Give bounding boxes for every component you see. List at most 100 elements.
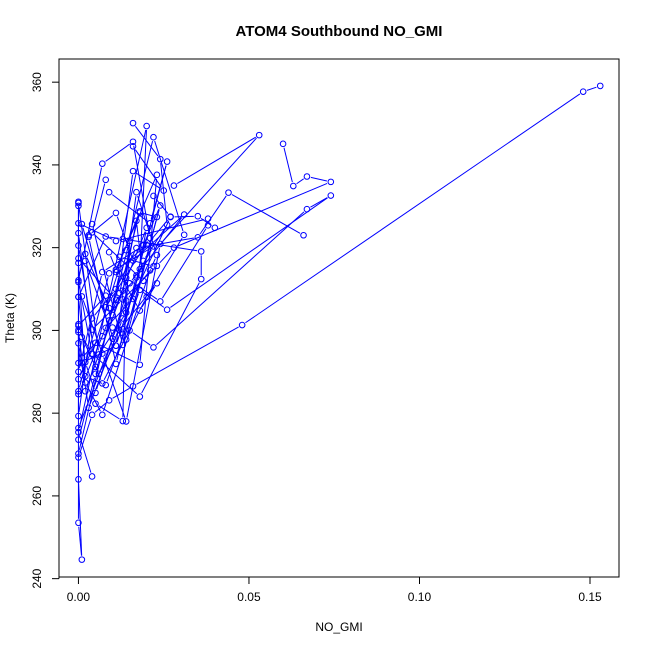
data-point [102,176,110,184]
series-segment [133,145,150,235]
series-segment [245,93,581,324]
data-point [300,231,307,239]
series-segment [113,231,146,312]
data-point [160,187,168,194]
data-point [133,272,140,279]
series-segment [231,194,301,234]
series-segment [84,338,100,356]
data-point [88,229,96,236]
data-point [163,158,171,165]
series-segment [92,271,119,351]
x-tick-label: 0.10 [408,590,432,604]
data-point [150,243,157,250]
series-segment [170,197,328,308]
x-axis: 0.00 0.05 0.10 0.15 [67,576,602,604]
series-segment [79,342,112,425]
series-segment [150,165,167,220]
data-point [122,309,130,316]
series-segment [177,182,328,247]
data-point [75,436,82,443]
data-point [150,133,157,141]
series-segment [123,209,160,342]
data-point [143,122,150,130]
data-point [143,224,150,232]
data-point [75,293,82,301]
data-point [102,303,110,311]
series-segment [134,149,162,188]
data-point [136,207,144,215]
data-point [122,297,130,304]
series-segment [112,387,130,399]
data-point [163,221,171,229]
data-point [109,324,116,331]
data-point [105,188,113,196]
series-segment [135,126,159,157]
series-segment [155,198,169,214]
series-segment [126,140,154,247]
series-segment [141,282,200,394]
data-point [78,354,86,362]
series-segment [80,261,114,298]
data-point [75,390,82,398]
data-point [116,253,123,261]
series-segment [86,257,108,305]
data-point [122,418,130,425]
series-segment [108,301,131,326]
series-segment [81,224,113,240]
data-point [579,88,587,95]
data-point [153,171,161,179]
data-point [225,189,232,196]
series-segment [151,258,156,267]
y-tick-label: 320 [30,237,44,257]
series-segment [586,86,597,91]
data-point [255,131,263,139]
data-point [136,307,144,314]
series-segment [98,344,137,364]
data-point [78,556,86,563]
y-tick-label: 340 [30,155,44,175]
data-point [105,270,113,277]
series-segment [92,183,106,229]
data-point [136,393,144,400]
series-2 [75,140,335,333]
series-segment [128,269,152,298]
data-point [75,476,82,483]
series-segment [161,228,207,299]
data-point [75,519,82,527]
data-point [75,412,82,420]
data-point [596,82,604,90]
data-point [75,328,82,336]
x-tick-label: 0.05 [237,590,261,604]
data-point [126,279,133,287]
series-segment [78,275,102,369]
data-point [197,275,205,283]
data-point [133,188,140,196]
data-point [153,279,161,287]
series-segment [113,304,126,336]
series-segment [137,195,157,252]
data-point [163,306,171,314]
series-segment [310,197,328,208]
series-segment [136,224,144,277]
series-segment [96,286,129,390]
data-point [75,450,82,458]
x-axis-label: NO_GMI [315,620,362,634]
data-point [109,335,116,342]
data-point [139,277,147,285]
series-segment [121,286,155,328]
series-segment [177,136,257,184]
series-segment [78,483,83,556]
data-point [327,192,335,199]
data-point [99,160,106,167]
series-segment [144,208,160,243]
data-point [197,248,205,255]
data-point [303,173,311,180]
data-point [204,215,212,223]
data-point [75,428,82,436]
series-segment [78,347,89,404]
series-segment [200,218,212,226]
data-point [211,224,219,232]
data-point [75,255,82,262]
